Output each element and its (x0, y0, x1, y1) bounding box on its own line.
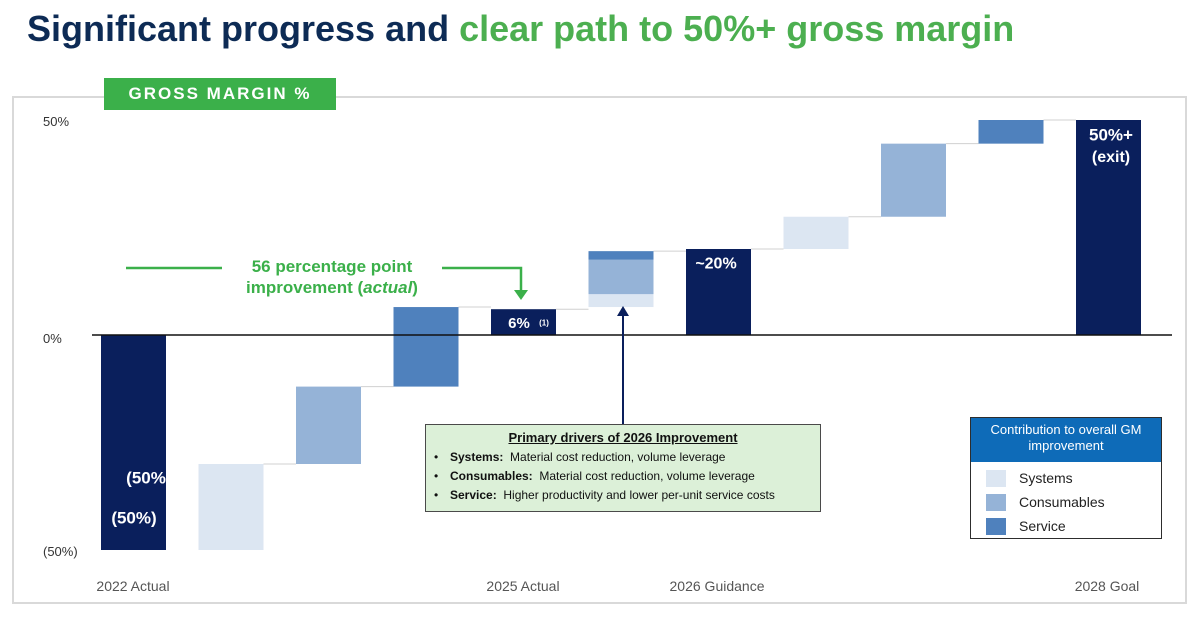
x-label-2022: 2022 Actual (96, 578, 170, 594)
bar-4-footnote: (1) (539, 319, 549, 328)
bar-0 (101, 335, 166, 550)
legend-swatch-service (986, 518, 1006, 535)
callout-arrow-right (442, 266, 523, 294)
bar-6 (686, 249, 751, 335)
bar-10 (1076, 120, 1141, 335)
legend-item-service: Service (971, 515, 1161, 539)
bar-5-segment-0 (588, 294, 654, 308)
bar-10-label-2: (exit) (1092, 149, 1130, 166)
legend-item-systems: Systems (971, 467, 1161, 491)
bar-0-label: (50%) (111, 508, 156, 527)
y-tick-0: 0% (43, 331, 62, 346)
bar-5-segment-2 (588, 251, 654, 260)
callout-line-1: 56 percentage point (251, 257, 413, 276)
y-tick-50: 50% (43, 114, 70, 129)
bar-10-label: 50%+ (1089, 126, 1133, 145)
driver-service: • Service: Higher productivity and lower … (434, 488, 775, 502)
legend-swatch-systems (986, 470, 1006, 487)
bar-5-segment-1 (588, 259, 654, 295)
title-part-1: Significant progress and (27, 8, 450, 49)
legend: Contribution to overall GM improvement S… (970, 417, 1162, 539)
bar-4-label: 6% (508, 315, 530, 332)
bar-0-overlap-label: (50% (126, 468, 166, 487)
bar-1 (198, 464, 264, 550)
x-label-2028: 2028 Goal (1074, 578, 1140, 594)
legend-swatch-consumables (986, 494, 1006, 511)
callout-line-2: improvement (actual) (246, 278, 418, 297)
y-tick-neg50: (50%) (43, 544, 78, 559)
bar-9 (978, 120, 1044, 144)
title-part-2: clear path to 50%+ gross margin (459, 8, 1015, 49)
driver-consumables: • Consumables: Material cost reduction, v… (434, 469, 755, 483)
drivers-pointer-arrowhead (617, 306, 629, 316)
legend-title: Contribution to overall GM improvement (971, 418, 1161, 462)
improvement-callout: 56 percentage point improvement (actual) (222, 256, 442, 298)
bar-4 (491, 309, 556, 335)
page-title: Significant progress and clear path to 5… (27, 8, 1014, 50)
bar-3 (393, 307, 459, 387)
bar-8 (881, 143, 946, 217)
callout-arrowhead (514, 290, 528, 300)
x-label-2025: 2025 Actual (486, 578, 560, 594)
bar-2 (296, 386, 361, 464)
drivers-box: Primary drivers of 2026 Improvement • Sys… (425, 424, 821, 512)
x-label-2026: 2026 Guidance (669, 578, 765, 594)
gross-margin-badge: GROSS MARGIN % (104, 78, 336, 110)
bar-7 (783, 216, 849, 249)
drivers-heading: Primary drivers of 2026 Improvement (508, 430, 738, 445)
legend-item-consumables: Consumables (971, 491, 1161, 515)
chart-frame (12, 96, 1187, 604)
driver-systems: • Systems: Material cost reduction, volum… (434, 450, 726, 464)
bar-6-label: ~20% (695, 255, 736, 272)
